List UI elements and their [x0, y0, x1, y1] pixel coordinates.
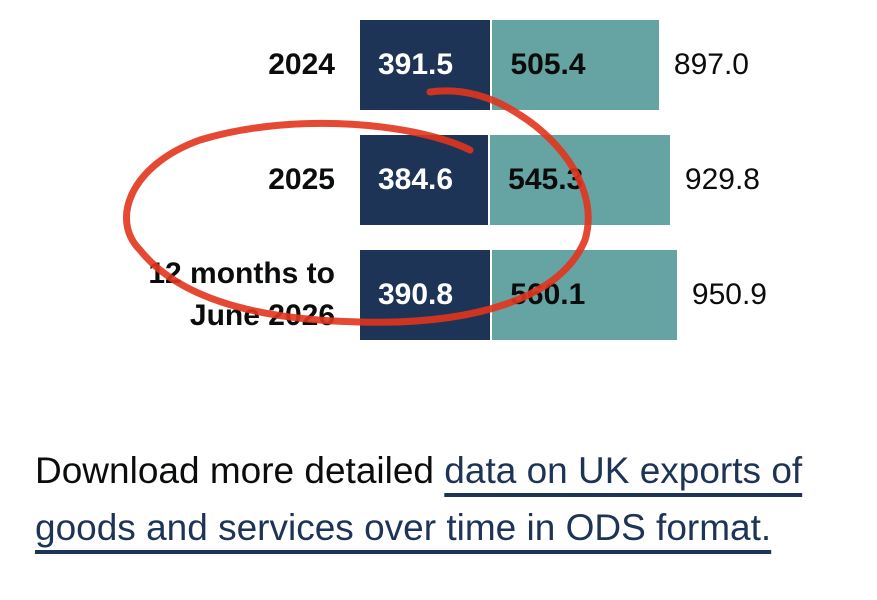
bar-segment: 505.4	[490, 20, 659, 110]
bar-segment: 560.1	[490, 250, 677, 340]
total-label: 950.9	[691, 278, 767, 311]
bar-segment: 384.6	[360, 135, 489, 225]
link[interactable]: data on UK exports of goods and services…	[35, 450, 803, 548]
paragraph: Download more detailed data on UK export…	[35, 442, 835, 556]
category-label: 2024	[268, 48, 335, 81]
bar-segment: 390.8	[360, 250, 491, 340]
category-label: 12 months to June 2026	[148, 257, 335, 332]
bar-segment: 545.3	[488, 135, 670, 225]
category-label: 2025	[268, 163, 335, 196]
total-label: 897.0	[673, 48, 749, 81]
total-label: 929.8	[684, 163, 760, 196]
bar-segment: 391.5	[360, 20, 491, 110]
paragraph-text: Download more detailed	[35, 450, 445, 491]
